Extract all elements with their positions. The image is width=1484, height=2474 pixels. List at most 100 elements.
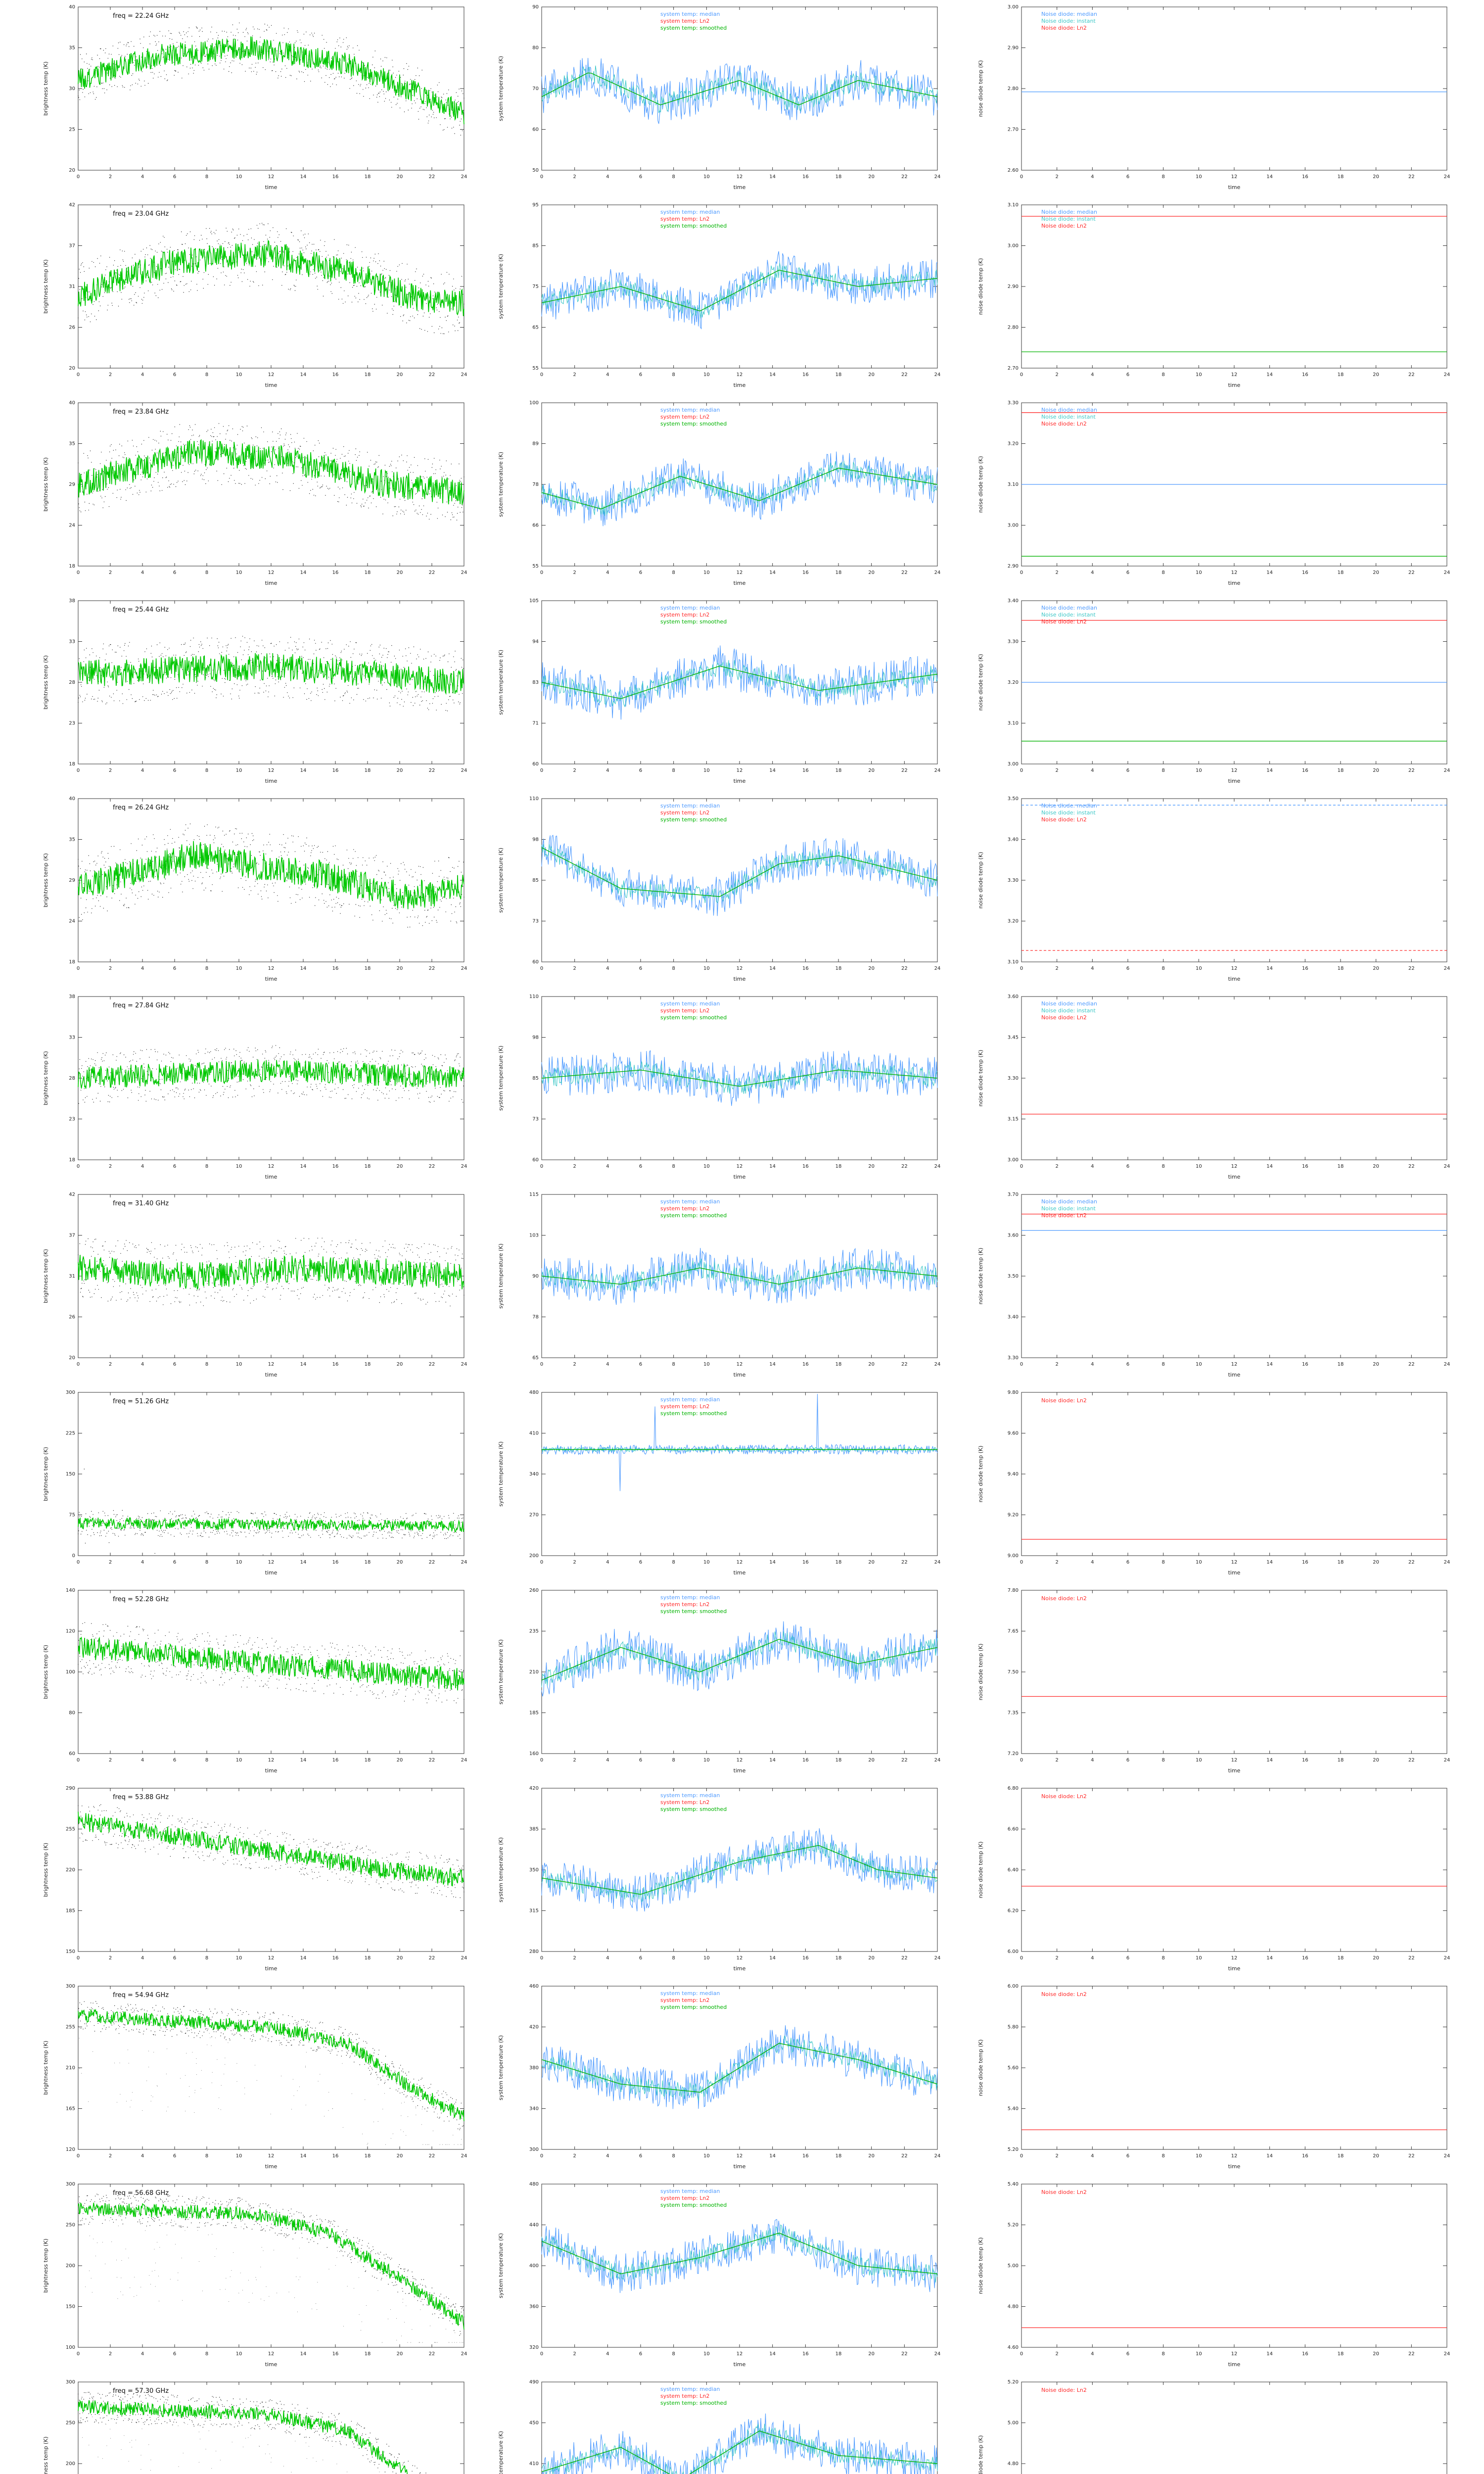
x-tick-label: 0	[77, 2153, 80, 2159]
x-tick-label: 2	[109, 1362, 112, 1367]
y-tick-label: 3.10	[1008, 482, 1019, 487]
x-tick-label: 6	[173, 2153, 176, 2159]
x-tick-label: 18	[1338, 1758, 1344, 1763]
x-tick-label: 16	[802, 1164, 809, 1169]
y-tick-label: 400	[529, 2263, 539, 2269]
x-tick-label: 16	[802, 1560, 809, 1565]
legend-entry: system temp: smoothed	[660, 816, 727, 823]
overlay-series-green	[78, 439, 464, 505]
x-tick-label: 4	[1091, 1164, 1094, 1169]
x-tick-label: 4	[141, 1758, 144, 1763]
noise-diode-chart: 0 2 4 6 8 10 12 14 16 18 20 22 243.303.403.503.603.7…	[977, 1192, 1450, 1378]
x-tick-label: 14	[300, 966, 307, 971]
y-tick-label: 18	[69, 1157, 75, 1163]
x-tick-label: 4	[141, 1362, 144, 1367]
x-tick-label: 6	[173, 372, 176, 378]
x-tick-label: 14	[1266, 570, 1273, 575]
y-axis-label: noise diode temp (K)	[977, 1446, 984, 1503]
freq-label: freq = 56.68 GHz	[113, 2189, 169, 2197]
legend-entry: system temp: Ln2	[660, 1799, 709, 1806]
x-tick-label: 16	[1302, 2153, 1308, 2159]
x-tick-label: 10	[1196, 768, 1202, 773]
x-tick-label: 4	[1091, 372, 1094, 378]
x-tick-label: 12	[1231, 768, 1238, 773]
x-tick-label: 10	[236, 1955, 242, 1961]
x-tick-label: 0	[1020, 768, 1023, 773]
x-tick-label: 22	[429, 1362, 435, 1367]
brightness-chart: 0 2 4 6 8 10 12 14 16 18 20 22 241823283338brightnes…	[43, 598, 467, 784]
x-tick-label: 20	[397, 570, 403, 575]
y-tick-label: 380	[529, 2065, 539, 2071]
x-tick-label: 22	[1408, 966, 1415, 971]
x-tick-label: 18	[365, 570, 371, 575]
y-tick-label: 35	[69, 837, 75, 843]
y-tick-label: 2.90	[1008, 564, 1019, 569]
y-tick-label: 90	[532, 1274, 539, 1279]
x-tick-label: 12	[737, 1362, 743, 1367]
system-temp-ln2-series	[541, 2224, 938, 2283]
x-tick-label: 0	[1020, 2153, 1023, 2159]
x-tick-label: 16	[1302, 1164, 1308, 1169]
y-tick-label: 3.30	[1008, 1076, 1019, 1081]
y-tick-label: 25	[69, 127, 75, 133]
x-axis-label: time	[1228, 382, 1241, 388]
scatter-series-black	[78, 1469, 464, 1556]
x-tick-label: 6	[639, 1758, 642, 1763]
x-tick-label: 8	[205, 1362, 208, 1367]
system-temp-smoothed-series	[541, 1069, 938, 1087]
scatter-series-black	[78, 636, 464, 712]
x-tick-label: 10	[1196, 2153, 1202, 2159]
legend-entry: Noise diode: Ln2	[1041, 1212, 1087, 1219]
mid-panel: 0 2 4 6 8 10 12 14 16 18 20 22 24 280 315 350 385 420 syst…	[495, 1781, 955, 1981]
y-tick-label: 60	[69, 1751, 75, 1757]
x-axis-label: time	[265, 580, 278, 586]
x-tick-label: 24	[1444, 2153, 1450, 2159]
x-tick-label: 10	[703, 2153, 710, 2159]
plot-border	[78, 1194, 464, 1358]
y-tick-label: 110	[529, 994, 539, 999]
x-axis-label: time	[265, 778, 278, 784]
x-tick-label: 2	[109, 174, 112, 180]
x-tick-label: 6	[173, 768, 176, 773]
x-tick-label: 22	[901, 1560, 908, 1565]
brightness-chart: 0 2 4 6 8 10 12 14 16 18 20 22 241823283338brightnes…	[43, 994, 467, 1180]
plot-border	[1021, 798, 1447, 962]
x-tick-label: 6	[1126, 2351, 1129, 2357]
legend-entry: system temp: smoothed	[660, 2400, 727, 2406]
y-tick-label: 85	[532, 243, 539, 249]
x-tick-label: 6	[173, 966, 176, 971]
x-tick-label: 0	[77, 1758, 80, 1763]
left-panel: 0 2 4 6 8 10 12 14 16 18 20 22 24 18 23 28 33 38 brightnes…	[40, 594, 475, 794]
y-axis-label: noise diode temp (K)	[977, 456, 984, 513]
x-tick-label: 0	[540, 1362, 543, 1367]
x-tick-label: 6	[173, 1758, 176, 1763]
x-tick-label: 18	[835, 2351, 842, 2357]
x-tick-label: 10	[236, 966, 242, 971]
x-tick-label: 2	[573, 1164, 576, 1169]
freq-label: freq = 25.44 GHz	[113, 606, 169, 614]
x-tick-label: 18	[1338, 2351, 1344, 2357]
plot-border	[1021, 204, 1447, 369]
x-tick-label: 20	[397, 1164, 403, 1169]
chart-row-8: 0 2 4 6 8 10 12 14 16 18 20 22 24 0 75 150 225 300 brightn…	[0, 1385, 1484, 1583]
legend-entry: system temp: Ln2	[660, 1007, 709, 1014]
y-tick-label: 3.60	[1008, 994, 1019, 999]
plot-border	[541, 402, 938, 567]
y-tick-label: 4.60	[1008, 2345, 1019, 2350]
x-tick-label: 24	[934, 2153, 941, 2159]
x-tick-label: 24	[934, 372, 941, 378]
x-tick-label: 22	[901, 174, 908, 180]
x-axis-label: time	[1228, 1372, 1241, 1378]
x-tick-label: 4	[606, 1362, 609, 1367]
x-tick-label: 20	[397, 372, 403, 378]
plot-border	[541, 996, 938, 1160]
x-tick-label: 20	[868, 1362, 875, 1367]
y-tick-label: 3.00	[1008, 523, 1019, 528]
plot-border	[78, 2381, 464, 2474]
y-tick-label: 24	[69, 523, 75, 528]
x-tick-label: 6	[173, 1955, 176, 1961]
x-tick-label: 14	[769, 1955, 776, 1961]
x-tick-label: 16	[802, 2351, 809, 2357]
x-axis-label: time	[1228, 976, 1241, 982]
y-tick-label: 3.50	[1008, 796, 1019, 802]
